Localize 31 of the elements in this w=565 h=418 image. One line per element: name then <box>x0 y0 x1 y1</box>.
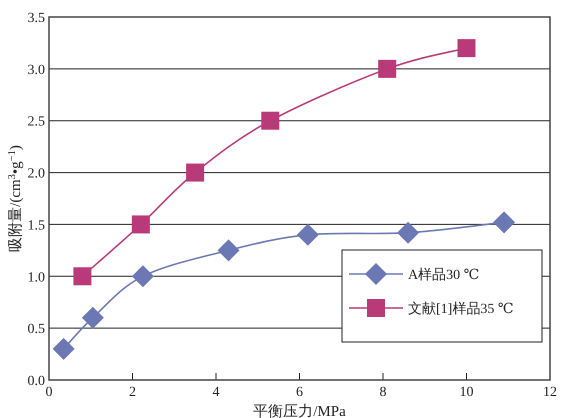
x-tick-label: 10 <box>460 385 474 400</box>
point <box>261 112 280 130</box>
legend-label: 文献[1]样品35 ℃ <box>408 301 514 317</box>
point <box>458 39 476 58</box>
point <box>82 306 104 329</box>
x-tick-label: 2 <box>129 385 136 400</box>
x-tick-label: 6 <box>296 385 303 400</box>
x-tick-label: 4 <box>212 385 220 400</box>
y-tick-label: 1.5 <box>28 218 45 234</box>
y-tick-label: 3.5 <box>28 11 45 26</box>
y-tick-label: 3.0 <box>28 62 45 78</box>
point <box>218 239 240 262</box>
point <box>493 211 516 234</box>
y-tick-label: 2.0 <box>28 166 45 182</box>
y-tick-label: 0.0 <box>28 374 45 389</box>
y-tick-label: 0.5 <box>28 322 45 338</box>
point <box>378 60 396 78</box>
x-tick-label: 8 <box>380 385 386 400</box>
y-tick-label: 1.0 <box>28 270 45 286</box>
y-tick-label: 2.5 <box>28 114 45 130</box>
x-tick-label: 12 <box>543 385 557 400</box>
point <box>52 338 75 360</box>
point <box>132 215 150 234</box>
x-tick-label: 0 <box>46 385 52 400</box>
point <box>397 222 420 244</box>
point <box>296 224 319 246</box>
point <box>132 265 154 288</box>
point <box>73 267 92 286</box>
legend-label: A样品30 ℃ <box>408 267 480 283</box>
point <box>186 164 204 182</box>
x-axis-title: 平衡压力/MPa <box>253 403 346 418</box>
